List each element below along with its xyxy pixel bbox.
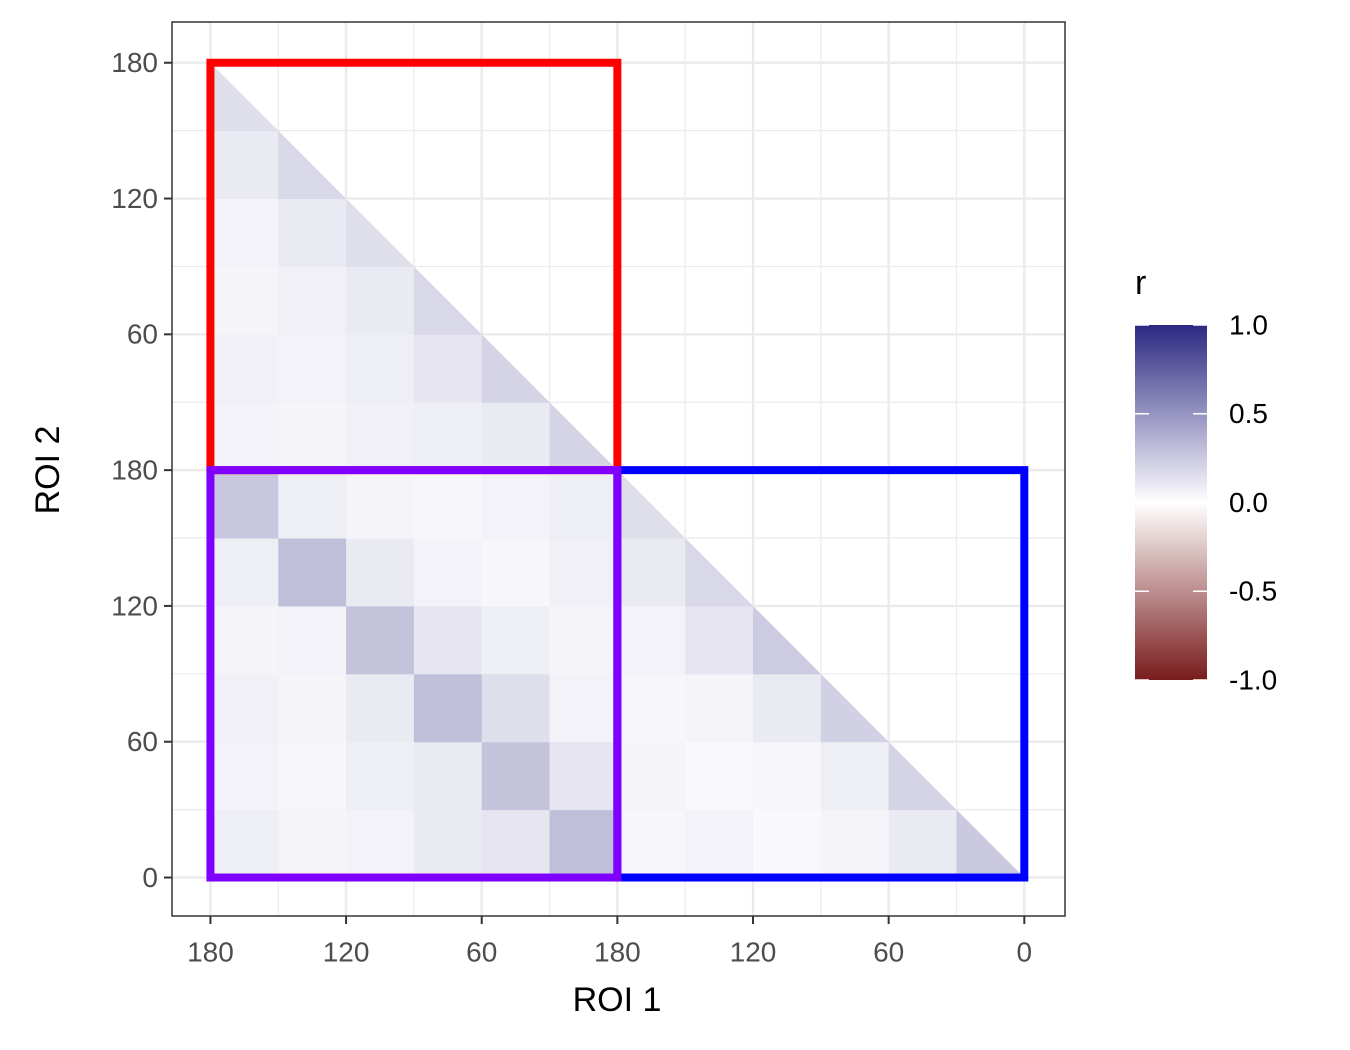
heatmap-cell bbox=[210, 741, 279, 811]
heatmap-cell bbox=[753, 673, 822, 743]
heatmap-cell bbox=[346, 538, 415, 607]
heatmap-cell bbox=[617, 538, 686, 607]
heatmap-cell bbox=[481, 470, 551, 539]
heatmap-cell bbox=[617, 673, 686, 743]
heatmap-cell bbox=[346, 673, 415, 743]
x-tick-label: 180 bbox=[187, 936, 234, 967]
heatmap-cell bbox=[346, 809, 415, 878]
x-tick-label: 180 bbox=[594, 936, 641, 967]
heatmap-cell bbox=[549, 673, 618, 743]
heatmap-cell bbox=[617, 605, 686, 675]
heatmap-cell bbox=[346, 266, 415, 335]
heatmap-cell bbox=[210, 266, 279, 335]
x-tick-label: 60 bbox=[466, 936, 497, 967]
heatmap-cell bbox=[753, 741, 822, 811]
heatmap-cell bbox=[617, 809, 686, 878]
heatmap-cell bbox=[549, 741, 618, 811]
heatmap-cell bbox=[278, 402, 347, 471]
x-tick-label: 0 bbox=[1017, 936, 1033, 967]
heatmap-cell bbox=[346, 741, 415, 811]
heatmap-cell bbox=[549, 538, 618, 607]
heatmap-cell bbox=[549, 605, 618, 675]
heatmap-cell bbox=[210, 470, 279, 539]
panel-border bbox=[171, 21, 1066, 917]
heatmap-cell bbox=[278, 334, 347, 403]
heatmap-cell bbox=[346, 334, 415, 403]
heatmap-cell bbox=[210, 538, 279, 607]
colorbar-label: -1.0 bbox=[1229, 664, 1277, 695]
y-tick-label: 180 bbox=[111, 47, 158, 78]
heatmap-cell bbox=[413, 402, 483, 471]
heatmap-cell bbox=[346, 605, 415, 675]
heatmap-cell bbox=[413, 809, 483, 878]
heatmap-cell bbox=[278, 809, 347, 878]
heatmap-cell bbox=[278, 605, 347, 675]
heatmap-cell bbox=[278, 538, 347, 607]
heatmap-cell bbox=[549, 470, 618, 539]
heatmap-cell bbox=[210, 130, 279, 200]
y-tick-label: 120 bbox=[111, 183, 158, 214]
heatmap-cell bbox=[278, 470, 347, 539]
heatmap-cell bbox=[413, 673, 483, 743]
x-tick-label: 60 bbox=[873, 936, 904, 967]
heatmap-cell bbox=[413, 741, 483, 811]
heatmap-cell bbox=[685, 605, 754, 675]
heatmap-cell bbox=[549, 809, 618, 878]
heatmap-cell bbox=[481, 605, 551, 675]
heatmap-cell bbox=[617, 741, 686, 811]
legend-title: r bbox=[1135, 264, 1146, 302]
y-tick-label: 60 bbox=[127, 319, 158, 350]
heatmap-cell bbox=[888, 809, 957, 878]
heatmap-cell bbox=[413, 605, 483, 675]
colorbar-label: 0.0 bbox=[1229, 487, 1268, 518]
y-tick-label: 60 bbox=[127, 726, 158, 757]
heatmap-cell bbox=[278, 741, 347, 811]
heatmap-cell bbox=[210, 673, 279, 743]
heatmap-cell bbox=[481, 538, 551, 607]
heatmap-cell bbox=[346, 402, 415, 471]
heatmap-cell bbox=[278, 198, 347, 267]
heatmap-cell bbox=[481, 809, 551, 878]
y-tick-label: 0 bbox=[142, 862, 158, 893]
heatmap-cell bbox=[413, 470, 483, 539]
y-tick-label: 120 bbox=[111, 590, 158, 621]
heatmap-cell bbox=[685, 809, 754, 878]
heatmap-cell bbox=[820, 741, 890, 811]
heatmap-cell bbox=[278, 673, 347, 743]
heatmap-cell bbox=[210, 334, 279, 403]
heatmap-cell bbox=[753, 809, 822, 878]
colorbar-label: 0.5 bbox=[1229, 398, 1268, 429]
heatmap-cell bbox=[481, 673, 551, 743]
heatmap-cell bbox=[413, 334, 483, 403]
heatmap-cell bbox=[210, 605, 279, 675]
heatmap-cell bbox=[278, 266, 347, 335]
colorbar-label: 1.0 bbox=[1229, 309, 1268, 340]
y-axis-title: ROI 2 bbox=[29, 426, 67, 515]
colorbar-label: -0.5 bbox=[1229, 576, 1277, 607]
x-tick-label: 120 bbox=[323, 936, 370, 967]
y-tick-label: 180 bbox=[111, 455, 158, 486]
heatmap-cell bbox=[481, 741, 551, 811]
heatmap-cell bbox=[413, 538, 483, 607]
region-box bbox=[206, 466, 622, 882]
heatmap-cell bbox=[210, 198, 279, 267]
heatmap-cell bbox=[210, 402, 279, 471]
x-tick-label: 120 bbox=[730, 936, 777, 967]
heatmap-cell bbox=[820, 809, 890, 878]
heatmap-cell bbox=[685, 673, 754, 743]
x-axis-title: ROI 1 bbox=[573, 981, 662, 1019]
heatmap-cell bbox=[685, 741, 754, 811]
heatmap-cell bbox=[210, 809, 279, 878]
heatmap-cell bbox=[346, 470, 415, 539]
heatmap-cell bbox=[481, 402, 551, 471]
